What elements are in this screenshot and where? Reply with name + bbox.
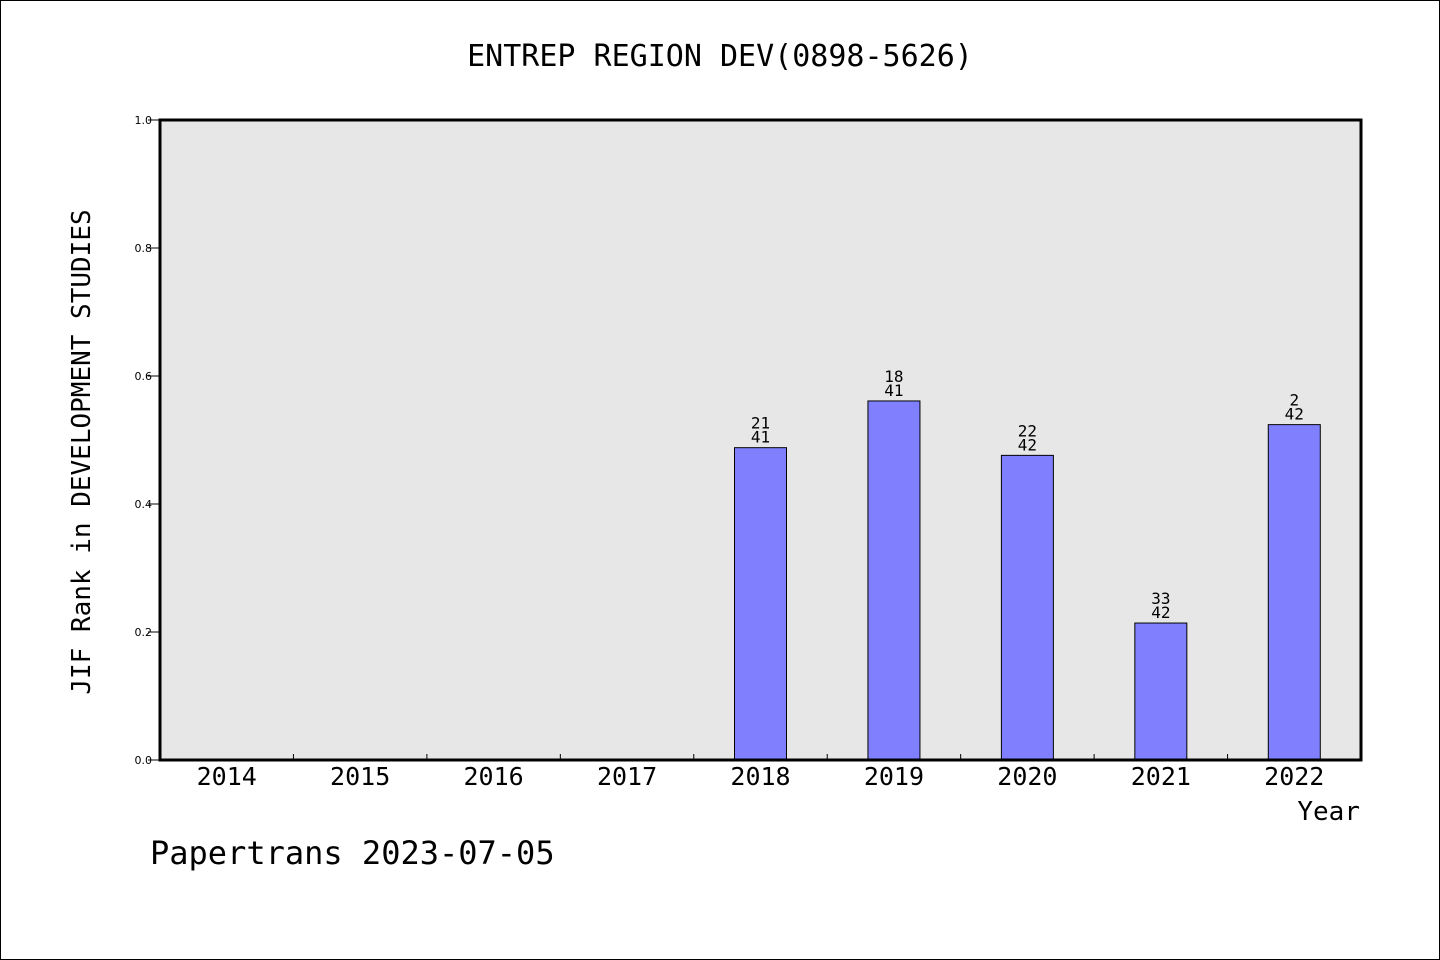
x-tick-label: 2017 [597,762,657,791]
y-ticks-group: 0.0 0.2 0.4 0.6 0.8 1.0 [135,114,160,767]
x-tick-label: 2021 [1131,762,1191,791]
y-tick-label: 0.4 [135,498,153,511]
bar-label-bottom: 42 [1018,435,1037,454]
x-tick-label: 2019 [864,762,924,791]
y-tick-label: 0.6 [135,370,153,383]
bar-label-bottom: 41 [751,428,770,447]
x-tick-label: 2015 [330,762,390,791]
y-tick-label: 0.8 [135,242,153,255]
bar-label-bottom: 41 [884,381,903,400]
plot-border [158,118,1363,762]
x-tick-label: 2014 [197,762,257,791]
y-tick-label: 1.0 [135,114,153,127]
bar-label-top: 21 [751,414,770,433]
bar [1000,454,1054,761]
bar [867,400,921,761]
x-tick-label: 2018 [730,762,790,791]
x-ticks-group: 2014 2015 2016 2017 2018 2019 2020 2021 2022 [197,754,1324,791]
x-axis-label: Year [1297,797,1360,827]
bar [1267,424,1321,761]
bar [1134,622,1188,761]
chart-title: ENTREP REGION DEV(0898-5626) [467,39,973,74]
x-tick-label: 2020 [997,762,1057,791]
footer-text: Papertrans 2023-07-05 [150,834,555,872]
bar-label-bottom: 42 [1151,603,1170,622]
bar-label-bottom: 42 [1285,405,1304,424]
bar-label-top: 18 [884,367,903,386]
bar-label-top: 33 [1151,589,1170,608]
bar-label-top: 2 [1289,391,1299,410]
bar-label-top: 22 [1018,421,1037,440]
y-tick-label: 0.2 [135,626,153,639]
bar [734,447,787,761]
x-tick-label: 2016 [464,762,524,791]
y-axis-label: JIF Rank in DEVELOPMENT STUDIES [67,209,97,694]
x-tick-label: 2022 [1264,762,1324,791]
y-tick-label: 0.0 [135,754,153,767]
